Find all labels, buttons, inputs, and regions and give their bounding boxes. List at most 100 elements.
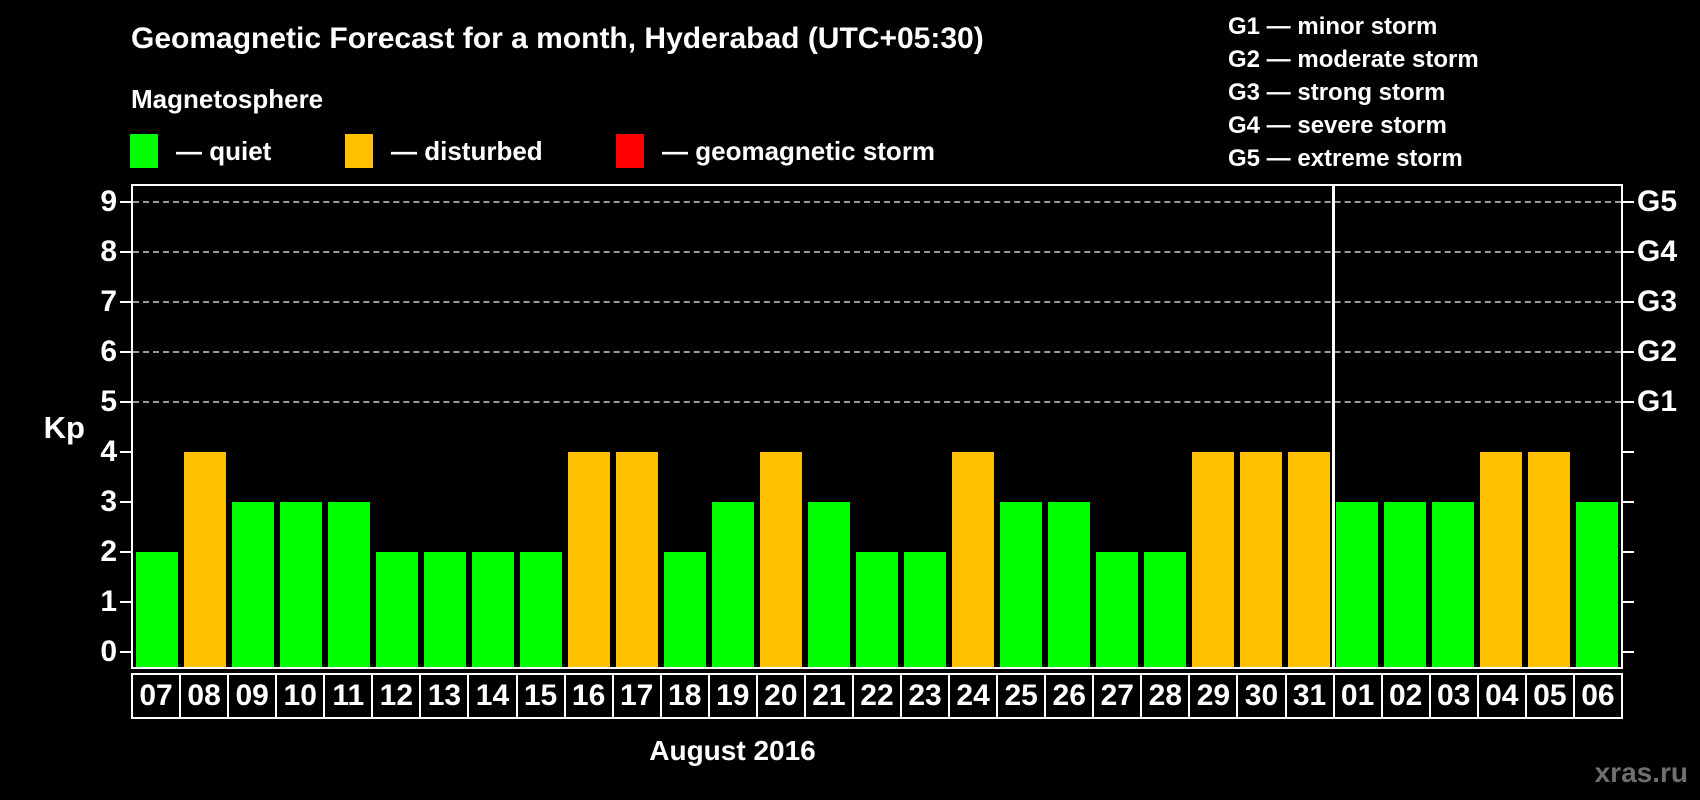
- legend-label-storm: — geomagnetic storm: [662, 135, 936, 166]
- day-cell-15: 15: [515, 673, 566, 719]
- bar-day-20: [760, 452, 802, 667]
- bar-day-03: [1432, 502, 1474, 667]
- bar-day-24: [952, 452, 994, 667]
- bar-day-08: [184, 452, 226, 667]
- y-axis-tick-0: [120, 651, 131, 653]
- quiet-swatch: [130, 134, 158, 168]
- day-cell-20: 20: [755, 673, 806, 719]
- g-legend-line-4: G4 — severe storm: [1228, 112, 1447, 139]
- g-axis-label-G5: G5: [1637, 185, 1678, 218]
- day-cell-08: 08: [179, 673, 230, 719]
- disturbed-swatch: [345, 134, 373, 168]
- g-axis-label-G1: G1: [1637, 385, 1678, 418]
- plot-area: 0 1 2 3 4 5 6 7 8 9 G5 G4 G3 G2 G1: [100, 185, 1677, 668]
- right-axis-tick-3: [1623, 501, 1634, 503]
- bar-day-05: [1528, 452, 1570, 667]
- bar-day-25: [1000, 502, 1042, 667]
- right-axis-tick-9: [1623, 201, 1634, 203]
- y-tick-label-8: 8: [100, 235, 117, 268]
- day-cell-03: 03: [1428, 673, 1479, 719]
- magnetosphere-subtitle: Magnetosphere: [131, 84, 324, 114]
- bar-day-30: [1240, 452, 1282, 667]
- y-axis-tick-1: [120, 601, 131, 603]
- day-cell-19: 19: [707, 673, 758, 719]
- y-axis-tick-9: [120, 201, 131, 203]
- bar-day-13: [424, 552, 466, 667]
- bar-day-28: [1144, 552, 1186, 667]
- day-cell-22: 22: [851, 673, 902, 719]
- y-axis-tick-2: [120, 551, 131, 553]
- bar-day-22: [856, 552, 898, 667]
- bar-day-27: [1096, 552, 1138, 667]
- bar-day-12: [376, 552, 418, 667]
- page-title: Geomagnetic Forecast for a month, Hydera…: [131, 22, 984, 55]
- day-cell-10: 10: [275, 673, 326, 719]
- bar-day-16: [568, 452, 610, 667]
- day-cell-05: 05: [1524, 673, 1575, 719]
- day-cell-21: 21: [803, 673, 854, 719]
- day-cell-01: 01: [1332, 673, 1383, 719]
- g-axis-label-G3: G3: [1637, 285, 1678, 318]
- day-cell-30: 30: [1236, 673, 1287, 719]
- y-tick-label-4: 4: [100, 435, 117, 468]
- day-cell-14: 14: [467, 673, 518, 719]
- legend-item-disturbed: — disturbed: [345, 132, 543, 170]
- bar-day-31: [1288, 452, 1330, 667]
- day-cell-24: 24: [948, 673, 999, 719]
- bar-day-15: [520, 552, 562, 667]
- bar-day-18: [664, 552, 706, 667]
- g-axis-label-G4: G4: [1637, 235, 1678, 268]
- bar-day-02: [1384, 502, 1426, 667]
- status-legend: — quiet — disturbed — geomagnetic storm: [0, 132, 1700, 170]
- bar-day-14: [472, 552, 514, 667]
- gridline-kp5: [133, 401, 1621, 403]
- gridline-kp9: [133, 201, 1621, 203]
- day-cell-18: 18: [659, 673, 710, 719]
- month-label: August 2016: [649, 735, 816, 766]
- bar-day-11: [328, 502, 370, 667]
- day-cell-07: 07: [131, 673, 182, 719]
- right-axis-tick-6: [1623, 351, 1634, 353]
- day-cell-27: 27: [1092, 673, 1143, 719]
- right-axis-tick-8: [1623, 251, 1634, 253]
- right-axis-tick-0: [1623, 651, 1634, 653]
- plot-frame: 0 1 2 3 4 5 6 7 8 9 G5 G4 G3 G2 G1 Kp: [44, 184, 1677, 669]
- g-legend-line-2: G2 — moderate storm: [1228, 46, 1479, 73]
- bar-day-19: [712, 502, 754, 667]
- day-cell-17: 17: [611, 673, 662, 719]
- day-cell-23: 23: [900, 673, 951, 719]
- y-tick-label-6: 6: [100, 335, 117, 368]
- day-cell-28: 28: [1140, 673, 1191, 719]
- bar-day-04: [1480, 452, 1522, 667]
- y-axis-tick-3: [120, 501, 131, 503]
- y-tick-label-3: 3: [100, 485, 117, 518]
- legend-label-quiet: — quiet: [176, 135, 272, 166]
- day-cell-04: 04: [1476, 673, 1527, 719]
- right-axis-tick-5: [1623, 401, 1634, 403]
- bar-day-10: [280, 502, 322, 667]
- day-cell-11: 11: [323, 673, 374, 719]
- y-axis-tick-5: [120, 401, 131, 403]
- gridline-kp8: [133, 251, 1621, 253]
- y-tick-label-7: 7: [100, 285, 117, 318]
- legend-item-quiet: — quiet: [130, 132, 271, 170]
- y-axis-tick-4: [120, 451, 131, 453]
- bar-day-01: [1336, 502, 1378, 667]
- bar-day-26: [1048, 502, 1090, 667]
- g-scale-legend: G1 — minor storm G2 — moderate storm G3 — …: [1228, 10, 1479, 175]
- bar-day-23: [904, 552, 946, 667]
- g-axis-label-G2: G2: [1637, 335, 1678, 368]
- day-cell-09: 09: [227, 673, 278, 719]
- day-cell-31: 31: [1284, 673, 1335, 719]
- day-cell-06: 06: [1572, 673, 1623, 719]
- bar-day-09: [232, 502, 274, 667]
- day-cell-13: 13: [419, 673, 470, 719]
- y-tick-label-9: 9: [100, 185, 117, 218]
- legend-item-storm: — geomagnetic storm: [616, 132, 935, 170]
- right-axis-tick-1: [1623, 601, 1634, 603]
- y-tick-label-5: 5: [100, 385, 117, 418]
- legend-label-disturbed: — disturbed: [391, 135, 543, 166]
- g-legend-line-1: G1 — minor storm: [1228, 13, 1438, 40]
- day-cell-29: 29: [1188, 673, 1239, 719]
